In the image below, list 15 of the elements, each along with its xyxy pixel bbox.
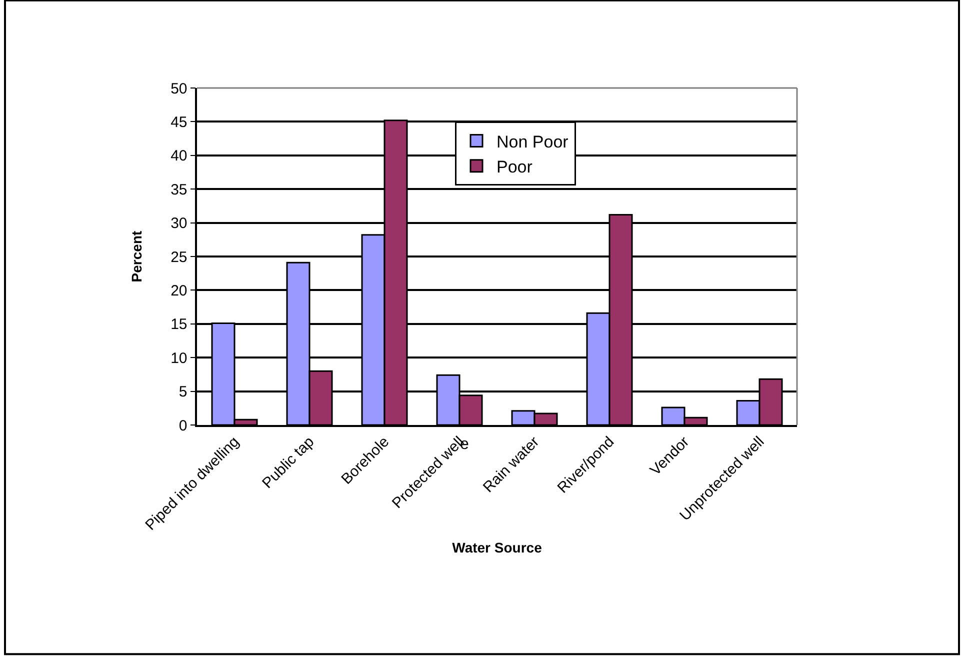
y-tick-label: 25 xyxy=(170,248,188,266)
y-tick-label: 35 xyxy=(170,181,188,198)
y-tick-label: 20 xyxy=(170,282,188,300)
y-tick-label: 40 xyxy=(170,148,188,165)
legend-label: Poor xyxy=(496,157,533,176)
y-tick-label: 30 xyxy=(170,215,188,232)
y-tick-label: 5 xyxy=(178,384,188,401)
y-tick-label: 15 xyxy=(170,316,188,334)
y-tick-label: 10 xyxy=(170,350,188,367)
legend-label: Non Poor xyxy=(496,132,569,152)
y-tick-label: 50 xyxy=(170,80,188,98)
y-axis-title: Percent xyxy=(128,230,145,282)
y-tick-label: 45 xyxy=(170,114,188,131)
x-axis-title: Water Source xyxy=(452,540,542,556)
y-tick-label: 0 xyxy=(178,417,188,434)
